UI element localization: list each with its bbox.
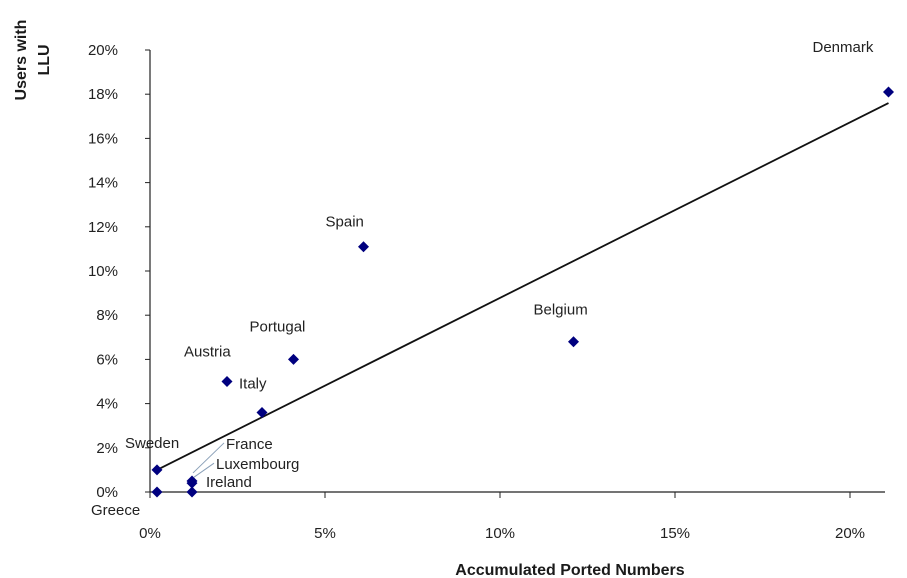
x-axis-title: Accumulated Ported Numbers bbox=[455, 562, 684, 578]
x-tick-label: 0% bbox=[139, 525, 161, 542]
y-axis-title-line: LLU bbox=[36, 44, 53, 75]
data-point-greece bbox=[151, 486, 163, 498]
trendline bbox=[156, 102, 889, 471]
y-axis-title-line: Users with bbox=[13, 20, 30, 101]
x-tick-label: 20% bbox=[835, 525, 865, 542]
y-tick-label: 0% bbox=[96, 484, 118, 501]
point-label-italy: Italy bbox=[239, 375, 267, 392]
france-leader-line bbox=[192, 442, 225, 474]
data-point-ireland bbox=[186, 486, 198, 498]
point-label-belgium: Belgium bbox=[534, 302, 588, 319]
point-label-ireland: Ireland bbox=[206, 474, 252, 491]
data-point-portugal bbox=[288, 353, 299, 365]
point-label-luxembourg: Luxembourg bbox=[216, 456, 299, 473]
data-point-austria bbox=[221, 376, 233, 387]
x-tick-label: 10% bbox=[485, 525, 515, 542]
y-tick-label: 6% bbox=[96, 351, 118, 368]
points-group bbox=[151, 86, 894, 498]
point-labels-group: Denmark Spain Belgium Portugal Austria Italy S… bbox=[91, 39, 874, 519]
point-label-france: France bbox=[226, 436, 273, 453]
data-point-luxembourg bbox=[186, 477, 198, 489]
y-tick-label: 10% bbox=[88, 263, 118, 280]
x-tick-label: 5% bbox=[314, 525, 336, 542]
data-point-sweden bbox=[151, 464, 163, 476]
data-point-spain bbox=[358, 241, 369, 253]
y-tick-label: 16% bbox=[88, 130, 118, 147]
axes: 0% 2% 4% 6% 8% 10% 12% 14% 16% 18% 20% 0% 5% 10% 15% 20… bbox=[88, 42, 885, 542]
y-tick-label: 8% bbox=[96, 307, 118, 324]
point-label-sweden: Sweden bbox=[125, 435, 179, 452]
point-label-portugal: Portugal bbox=[250, 318, 306, 335]
point-label-austria: Austria bbox=[184, 344, 231, 361]
trendline-group bbox=[156, 102, 889, 471]
point-label-denmark: Denmark bbox=[813, 39, 874, 56]
luxembourg-leader-line bbox=[193, 462, 215, 478]
y-axis-title: Users with LLU bbox=[13, 20, 53, 101]
y-tick-label: 2% bbox=[96, 440, 118, 457]
y-tick-label: 14% bbox=[88, 175, 118, 192]
data-point-denmark bbox=[883, 86, 894, 98]
point-label-spain: Spain bbox=[326, 214, 364, 231]
y-tick-label: 4% bbox=[96, 396, 118, 413]
point-label-greece: Greece bbox=[91, 502, 140, 519]
x-tick-label: 15% bbox=[660, 525, 690, 542]
y-tick-label: 20% bbox=[88, 42, 118, 59]
y-tick-label: 18% bbox=[88, 86, 118, 103]
y-tick-label: 12% bbox=[88, 219, 118, 236]
data-point-belgium bbox=[568, 336, 579, 348]
data-point-italy bbox=[256, 406, 268, 418]
